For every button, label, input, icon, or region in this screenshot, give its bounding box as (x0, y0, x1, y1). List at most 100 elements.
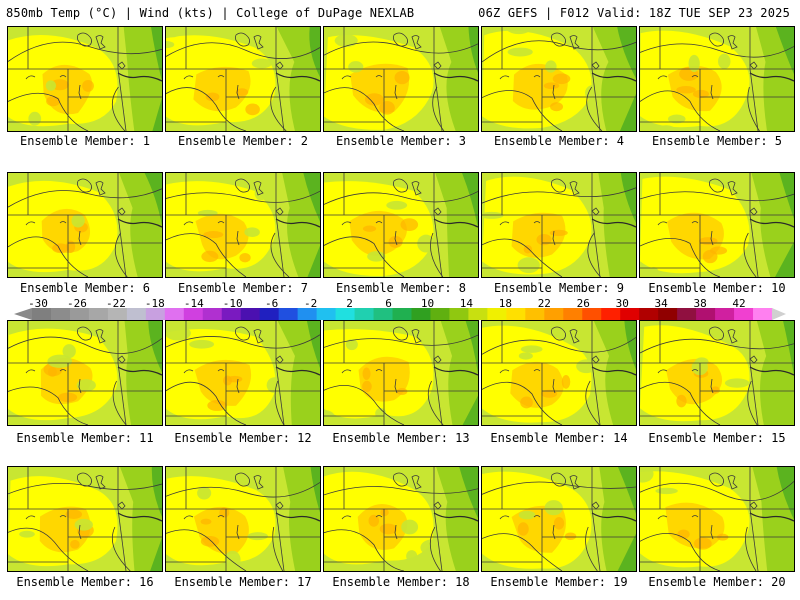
hot-spot (380, 508, 389, 517)
cool-patch (367, 251, 386, 262)
lake-outline (253, 35, 264, 50)
hot-spot (82, 80, 94, 92)
lake-outline (433, 207, 442, 216)
colorbar-segment (278, 308, 299, 320)
colorbar-segment (525, 308, 545, 320)
hot-spot (368, 514, 380, 527)
river-line (433, 72, 478, 82)
lake-outline (236, 84, 240, 100)
ensemble-member-label: Ensemble Member: 14 (490, 431, 628, 445)
lake-outline (533, 515, 541, 518)
lake-outline (275, 61, 284, 70)
colorbar-segment (544, 308, 564, 320)
hot-spot (550, 102, 564, 112)
hot-spot (677, 529, 690, 540)
colorbar-segment (582, 308, 602, 320)
colorbar-segment (487, 308, 507, 320)
lake-outline (533, 369, 541, 372)
temperature-map (8, 173, 162, 277)
contour-line (8, 483, 162, 495)
river-line (749, 218, 794, 228)
temperature-map (324, 467, 478, 571)
ensemble-panel (7, 26, 163, 132)
temperature-colorbar (14, 308, 786, 320)
cool-patch (324, 410, 336, 425)
hot-spot (200, 518, 212, 525)
lake-outline (341, 515, 352, 520)
river-line (275, 218, 320, 228)
lake-outline (25, 515, 36, 520)
cool-band (119, 173, 162, 277)
cold-band (143, 27, 162, 82)
hot-spot (396, 388, 408, 395)
lake-outline (552, 84, 556, 100)
lake-outline (552, 230, 556, 246)
lake-outline (499, 515, 510, 520)
lake-outline (394, 378, 398, 394)
hot-spot (676, 394, 687, 408)
lake-outline (217, 369, 225, 372)
cool-patch (590, 247, 610, 263)
lake-outline (341, 75, 352, 80)
lake-outline (433, 61, 442, 70)
contour-line (114, 232, 128, 277)
cool-patch (47, 354, 73, 368)
lake-outline (657, 369, 668, 374)
lake-outline (710, 84, 714, 100)
cold-band (617, 467, 636, 514)
cool-patch (648, 267, 659, 277)
lake-outline (392, 326, 408, 341)
ensemble-panel (165, 26, 321, 132)
hot-spot (676, 86, 696, 94)
contour-line (324, 236, 405, 277)
contour-line (640, 381, 721, 425)
contour-line (324, 385, 405, 425)
contour-line (111, 526, 131, 571)
contour-line (640, 532, 721, 571)
lake-outline (591, 207, 600, 216)
ensemble-member-label: Ensemble Member: 2 (177, 134, 309, 148)
cool-patch (401, 519, 419, 535)
state-boundary (275, 214, 285, 277)
state-boundary (749, 508, 759, 571)
lake-outline (78, 378, 82, 394)
contour-line (166, 529, 247, 571)
temperature-map (166, 27, 320, 131)
colorbar-segment (354, 308, 375, 320)
ensemble-panel (323, 172, 479, 278)
hot-spot (364, 93, 384, 106)
warm-core (667, 212, 724, 260)
lake-outline (375, 515, 383, 518)
contour-line (324, 334, 478, 348)
colorbar-high-arrow (772, 308, 786, 320)
ensemble-member-label: Ensemble Member: 11 (16, 431, 154, 445)
contour-line (745, 526, 757, 571)
lake-outline (183, 369, 194, 374)
contour-line (166, 482, 320, 498)
state-boundary (117, 362, 127, 425)
river-line (749, 366, 794, 376)
cool-patch (406, 550, 418, 563)
lake-outline (95, 329, 106, 344)
lake-outline (217, 515, 225, 518)
state-boundary (433, 68, 443, 131)
hot-spot (543, 82, 560, 90)
state-boundary (591, 214, 601, 277)
state-boundary (275, 68, 285, 131)
lake-outline (708, 326, 724, 341)
lake-outline (275, 501, 284, 510)
cool-patch (667, 114, 686, 124)
lake-outline (59, 369, 67, 372)
temperature-map (324, 173, 478, 277)
hot-spot (552, 73, 571, 85)
cool-band (120, 467, 162, 571)
warm-core (666, 358, 723, 405)
contour-line (8, 386, 89, 425)
colorbar-segment (449, 308, 469, 320)
cold-band (462, 173, 478, 228)
hot-spot (200, 536, 220, 547)
lake-outline (552, 524, 556, 540)
cool-patch (518, 352, 533, 360)
contour-line (640, 338, 794, 354)
colorbar-tick-label: 6 (385, 297, 392, 310)
